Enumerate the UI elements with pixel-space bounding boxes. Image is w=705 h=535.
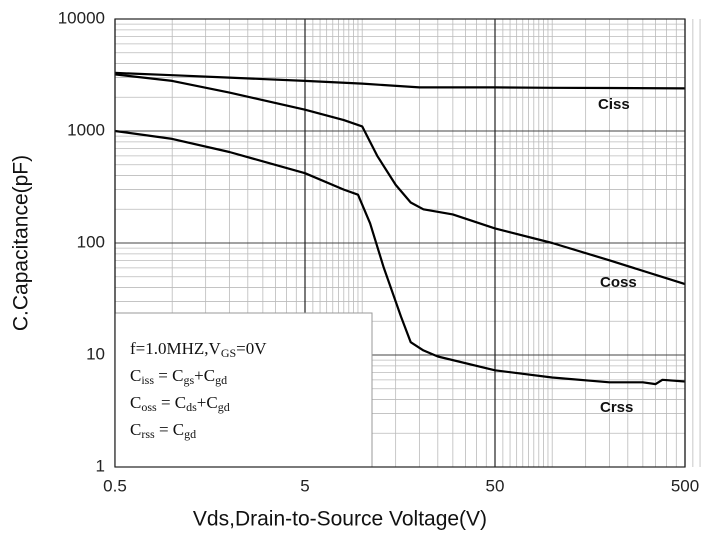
x-tick-label: 5 [300,476,309,495]
series-line [114,71,686,90]
y-tick-label: 1000 [67,120,105,139]
series-line [114,73,686,286]
x-tick-label: 0.5 [103,476,127,495]
note-text: = C [155,420,184,439]
y-tick-label: 10000 [58,8,105,27]
subscript: oss [141,400,157,414]
note-text: C [130,366,141,385]
note-line: Ciss = Cgs+Cgd [130,366,227,387]
subscript: gd [184,427,196,441]
subscript: rss [141,427,155,441]
subscript: iss [141,373,154,387]
x-axis-label: Vds,Drain-to-Source Voltage(V) [193,508,487,531]
y-tick-label: 10 [86,344,105,363]
note-text: +C [197,393,218,412]
subscript: gd [218,400,230,414]
series-line [114,129,686,386]
subscript: GS [221,346,236,360]
plot-frame [114,18,686,468]
series-label: Crss [600,399,633,416]
note-box [114,312,373,468]
note-text: = C [157,393,186,412]
note-line: Crss = Cgd [130,420,196,441]
note-text: =0V [236,339,267,358]
y-tick-label: 1 [96,456,105,475]
note-text: = C [154,366,183,385]
subscript: gd [215,373,227,387]
note-text: C [130,393,141,412]
y-axis-label: C.Capacitance(pF) [10,155,33,331]
note-text: f=1.0MHZ,V [130,339,222,358]
lines [114,71,686,386]
series-label: Coss [600,274,637,291]
x-tick-label: 50 [486,476,505,495]
series-label: Ciss [598,96,630,113]
note-line: f=1.0MHZ,VGS=0V [130,339,267,360]
note-text: +C [194,366,215,385]
note-line: Coss = Cds+Cgd [130,393,230,414]
note-text: C [130,420,141,439]
subscript: gs [183,373,194,387]
x-tick-label: 500 [671,476,699,495]
subscript: ds [186,400,197,414]
y-tick-label: 100 [77,232,105,251]
